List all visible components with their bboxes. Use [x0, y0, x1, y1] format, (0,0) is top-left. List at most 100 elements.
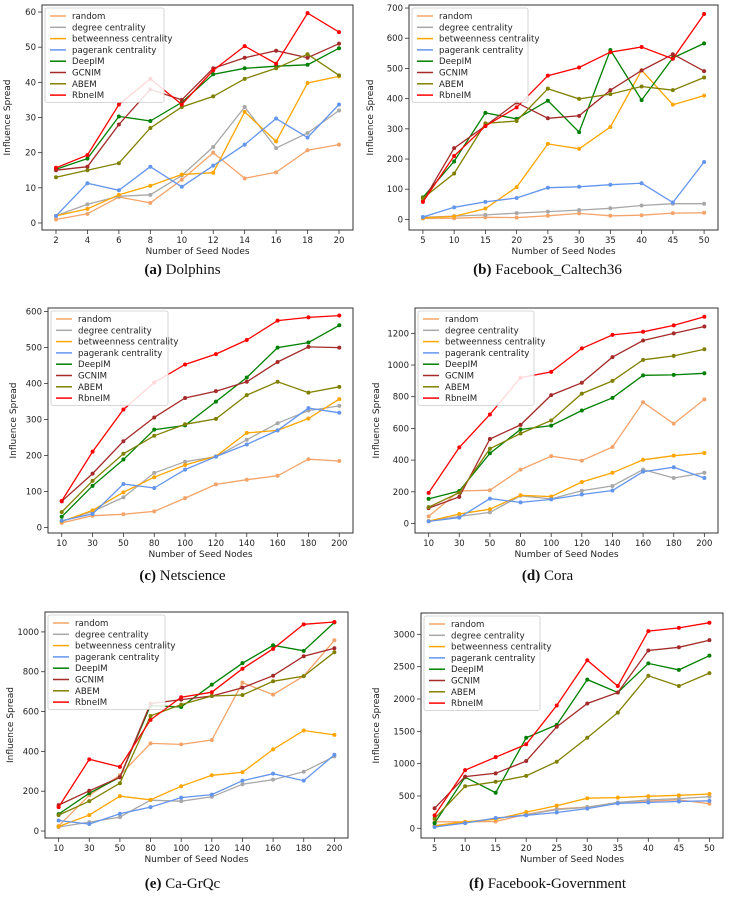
- data-point-rbneim: [610, 332, 615, 337]
- data-point-pagerank-centrality: [577, 184, 582, 189]
- x-tick-label: 35: [612, 844, 623, 854]
- data-point-pagerank-centrality: [608, 182, 613, 187]
- data-point-deepim: [579, 408, 584, 413]
- data-point-rbneim: [301, 622, 306, 627]
- data-point-random: [121, 512, 126, 517]
- y-tick-label: 0: [410, 824, 415, 834]
- data-point-rbneim: [179, 102, 184, 107]
- data-point-random: [577, 211, 582, 216]
- x-tick-label: 5: [420, 236, 425, 246]
- data-point-abem: [53, 175, 58, 180]
- data-point-abem: [305, 52, 310, 57]
- x-tick-label: 30: [87, 539, 98, 549]
- data-point-gcnim: [152, 415, 157, 420]
- data-point-abem: [59, 510, 64, 515]
- data-point-gcnim: [432, 806, 437, 811]
- data-point-rbneim: [554, 703, 559, 708]
- x-tick-label: 50: [704, 844, 715, 854]
- data-point-pagerank-centrality: [305, 135, 310, 140]
- data-point-gcnim: [452, 146, 457, 151]
- x-tick-label: 100: [177, 539, 193, 549]
- y-tick-label: 0: [37, 524, 42, 534]
- data-point-random: [610, 444, 615, 449]
- data-point-betweenness-centrality: [306, 416, 311, 421]
- x-tick-label: 180: [666, 539, 682, 549]
- data-point-random: [639, 213, 644, 218]
- y-tick-label: 0: [398, 215, 403, 225]
- legend-entry-gcnim: GCNIM: [50, 69, 101, 79]
- data-point-pagerank-centrality: [452, 205, 457, 210]
- data-point-abem: [426, 505, 431, 510]
- legend-entry-deepim: DeepIM: [50, 57, 105, 67]
- x-tick-label: 50: [484, 539, 495, 549]
- data-point-gcnim: [639, 68, 644, 73]
- data-point-random: [337, 459, 342, 463]
- legend-label: GCNIM: [439, 69, 468, 79]
- data-point-pagerank-centrality: [59, 518, 64, 523]
- data-point-pagerank-centrality: [579, 492, 584, 497]
- data-point-rbneim: [271, 646, 276, 651]
- y-tick-label: 800: [23, 668, 39, 678]
- x-tick-label: 18: [302, 236, 313, 246]
- data-point-betweenness-centrality: [85, 206, 90, 211]
- data-point-pagerank-centrality: [121, 482, 126, 487]
- legend-label: DeepIM: [445, 360, 478, 370]
- data-point-deepim: [337, 323, 342, 328]
- legend-entry-degree-centrality: degree centrality: [53, 630, 149, 640]
- legend-entry-degree-centrality: degree centrality: [423, 326, 519, 336]
- series-random: [53, 142, 342, 222]
- data-point-abem: [524, 773, 529, 778]
- data-point-pagerank-centrality: [610, 488, 615, 493]
- data-point-abem: [240, 693, 245, 698]
- data-point-betweenness-centrality: [148, 797, 153, 802]
- line-chart-facebook-caltech36: 0 100 200 300 400 500 600 700 5 10 15 20 25 30 35 40 45 5…: [366, 4, 719, 257]
- data-point-abem: [56, 813, 61, 818]
- x-tick-label: 160: [265, 844, 281, 854]
- data-point-rbneim: [337, 313, 342, 318]
- x-axis-label: Number of Seed Nodes: [514, 550, 618, 560]
- y-tick-label: 60: [25, 8, 36, 18]
- y-tick-label: 600: [23, 708, 39, 718]
- x-tick-label: 15: [480, 236, 491, 246]
- legend-entry-betweenness-centrality: betweenness centrality: [429, 643, 551, 653]
- legend-box: [50, 310, 169, 406]
- data-point-betweenness-centrality: [549, 494, 554, 499]
- series-betweenness-centrality: [53, 74, 342, 218]
- legend-label: random: [439, 12, 472, 22]
- legend-label: RbneIM: [78, 394, 110, 404]
- data-point-pagerank-centrality: [518, 500, 523, 505]
- caption-title: Facebook-Government: [487, 876, 627, 892]
- data-point-degree-centrality: [337, 108, 342, 113]
- data-point-pagerank-centrality: [702, 476, 707, 481]
- legend-entry-degree-centrality: degree centrality: [50, 23, 146, 33]
- legend-entry-deepim: DeepIM: [423, 360, 478, 370]
- series-line-random: [55, 143, 340, 221]
- data-point-betweenness-centrality: [545, 141, 550, 146]
- data-point-gcnim: [305, 55, 310, 60]
- x-tick-label: 120: [204, 844, 220, 854]
- data-point-random: [211, 150, 216, 155]
- caption-title: Ca-GrQc: [165, 876, 221, 892]
- series-line-random: [422, 212, 705, 220]
- data-point-degree-centrality: [639, 203, 644, 208]
- legend-label: pagerank centrality: [78, 349, 162, 359]
- data-point-rbneim: [240, 666, 245, 671]
- data-point-deepim: [116, 114, 121, 119]
- y-tick-label: 1500: [393, 727, 415, 737]
- data-point-deepim: [244, 375, 249, 380]
- legend-entry-pagerank-centrality: pagerank centrality: [429, 654, 535, 664]
- data-point-pagerank-centrality: [463, 821, 468, 826]
- x-tick-label: 45: [667, 236, 678, 246]
- legend-entry-gcnim: GCNIM: [423, 372, 474, 382]
- data-point-abem: [554, 759, 559, 764]
- series-line-degree-centrality: [61, 405, 340, 523]
- legend-entry-random: random: [53, 619, 108, 629]
- series-pagerank-centrality: [420, 160, 707, 220]
- legend-entry-pagerank-centrality: pagerank centrality: [53, 653, 159, 663]
- series-line-rbneim: [422, 13, 705, 203]
- legend-label: ABEM: [78, 383, 103, 393]
- y-tick-label: 1000: [17, 628, 39, 638]
- data-point-degree-centrality: [487, 510, 492, 515]
- data-point-rbneim: [514, 105, 519, 110]
- data-point-deepim: [545, 98, 550, 103]
